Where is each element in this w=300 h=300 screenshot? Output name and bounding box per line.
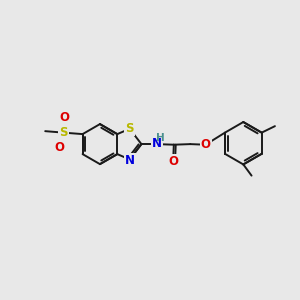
Text: N: N [125,154,135,166]
Text: O: O [168,155,178,168]
Text: S: S [59,126,68,139]
Text: O: O [54,141,64,154]
Text: O: O [59,111,69,124]
Text: O: O [201,138,211,151]
Text: S: S [125,122,134,135]
Text: H: H [157,133,165,142]
Text: N: N [152,137,162,150]
